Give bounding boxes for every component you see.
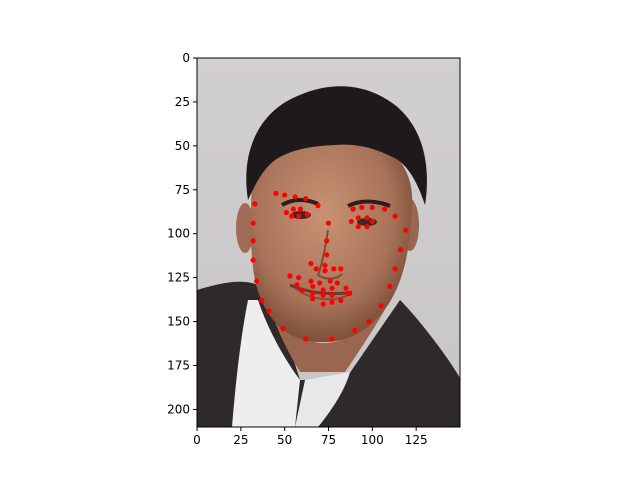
landmark-point <box>310 290 316 297</box>
landmark-point <box>303 195 309 202</box>
landmark-point <box>283 210 290 216</box>
landmark-point <box>366 318 372 325</box>
landmark-point <box>378 303 384 309</box>
landmark-point <box>308 260 314 267</box>
landmark-point <box>252 201 258 207</box>
landmark-point <box>364 224 370 230</box>
landmark-point <box>320 287 326 293</box>
landmark-point <box>387 283 393 290</box>
landmark-point <box>364 215 370 221</box>
landmark-point <box>310 283 316 290</box>
landmark-point <box>329 285 335 291</box>
landmark-point <box>292 194 298 200</box>
x-tick-label: 25 <box>233 433 248 447</box>
landmark-point <box>403 227 409 233</box>
y-tick-label: 175 <box>167 359 190 373</box>
landmark-point <box>250 238 256 244</box>
landmark-point <box>355 224 361 230</box>
landmark-point <box>322 268 328 274</box>
landmark-point <box>397 246 403 253</box>
landmark-point <box>355 215 361 221</box>
landmark-point <box>392 213 398 219</box>
landmark-point <box>348 218 354 225</box>
landmark-point <box>297 206 304 212</box>
y-tick-label: 200 <box>167 402 190 416</box>
x-tick-label: 50 <box>277 433 292 447</box>
landmark-point <box>296 213 302 219</box>
landmark-point <box>317 280 323 286</box>
landmark-point <box>352 327 358 333</box>
landmark-point <box>250 220 256 226</box>
landmark-point <box>294 282 300 288</box>
landmark-point <box>320 301 326 307</box>
landmark-point <box>345 290 351 297</box>
x-tick-label: 100 <box>361 433 384 447</box>
x-tick-label: 75 <box>321 433 336 447</box>
landmark-point <box>259 297 265 304</box>
landmark-point <box>329 292 335 298</box>
y-tick-label: 25 <box>175 95 190 109</box>
landmark-point <box>308 278 314 284</box>
landmark-point <box>334 280 340 286</box>
landmark-point <box>382 206 388 212</box>
landmark-point <box>299 287 305 293</box>
x-tick-label: 0 <box>193 433 201 447</box>
y-axis: 0 25 50 75 100 125 150 175 200 <box>167 51 197 416</box>
landmark-point <box>327 278 333 284</box>
landmark-point <box>310 296 316 302</box>
landmark-point <box>350 206 356 212</box>
landmark-point <box>313 266 319 272</box>
x-axis: 0 25 50 75 100 125 <box>193 427 428 447</box>
landmark-point <box>304 211 311 217</box>
landmark-point <box>329 299 335 305</box>
landmark-point <box>315 203 321 209</box>
landmark-point <box>282 192 288 198</box>
y-tick-label: 50 <box>175 139 190 153</box>
landmark-point <box>324 238 330 244</box>
landmark-point <box>280 326 286 332</box>
landmark-point <box>254 278 260 284</box>
landmark-point <box>322 262 328 268</box>
landmark-point <box>273 190 279 196</box>
landmark-point <box>338 297 344 304</box>
landmark-point <box>290 206 297 212</box>
landmark-point <box>303 336 309 342</box>
landmark-point <box>338 266 344 272</box>
landmark-point <box>359 204 365 210</box>
landmark-point <box>266 308 272 314</box>
landmark-point <box>369 204 375 210</box>
landmark-points <box>250 190 409 342</box>
landmark-point <box>343 285 349 291</box>
landmark-point <box>324 252 330 258</box>
landmark-point <box>296 275 302 281</box>
landmark-point <box>287 273 293 279</box>
landmark-point <box>250 257 256 263</box>
landmark-point <box>320 292 326 298</box>
landmark-point <box>329 336 335 342</box>
y-tick-label: 100 <box>167 227 190 241</box>
y-tick-label: 125 <box>167 271 190 285</box>
portrait-photo <box>197 58 460 427</box>
y-tick-label: 75 <box>175 183 190 197</box>
landmark-point <box>331 266 337 272</box>
landmark-point <box>325 220 332 226</box>
landmark-point <box>392 266 398 272</box>
y-tick-label: 0 <box>182 51 190 65</box>
landmark-point <box>369 218 375 225</box>
y-tick-label: 150 <box>167 315 190 329</box>
landmark-point <box>289 213 295 219</box>
x-tick-label: 125 <box>405 433 428 447</box>
